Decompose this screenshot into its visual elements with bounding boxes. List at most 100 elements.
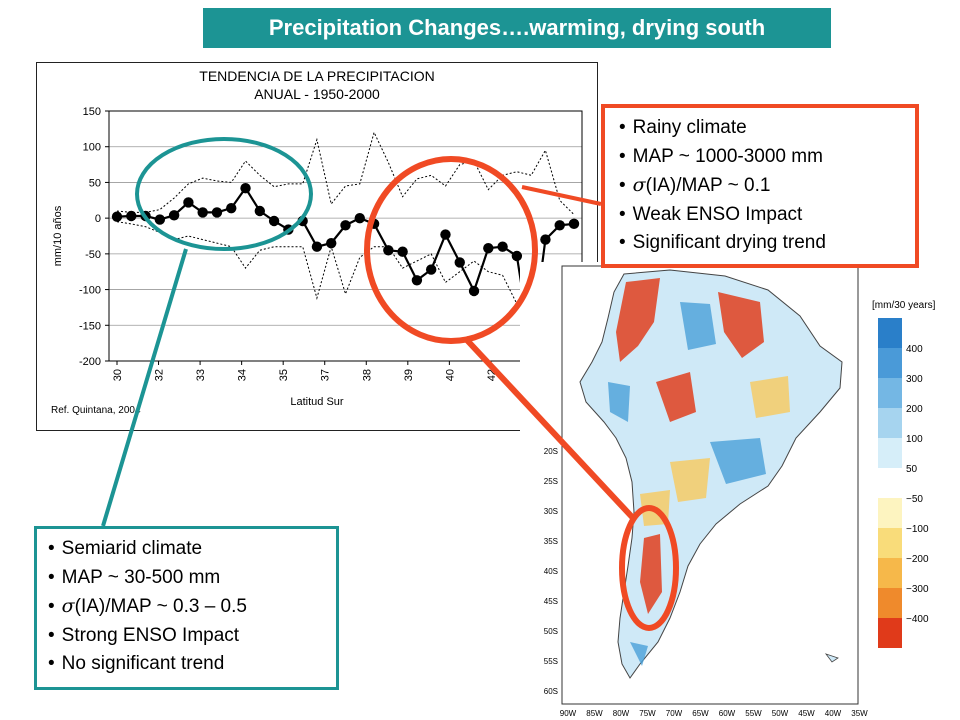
- plot-area-border: [108, 110, 583, 362]
- x-tick-label: 40: [444, 369, 456, 381]
- y-tick-label: 50: [89, 177, 101, 189]
- map-lat-label: 55S: [544, 657, 558, 666]
- map-lat-label: 30S: [544, 507, 558, 516]
- legend-positive-swatch: [878, 318, 902, 348]
- trend-data-point: [254, 205, 266, 217]
- semiarid-item: MAP ~ 30-500 mm: [48, 564, 336, 593]
- map-drying-patches: [616, 278, 764, 614]
- y-tick-label: 0: [95, 213, 101, 225]
- map-lat-label: 35S: [544, 537, 558, 546]
- trend-series-line: [116, 186, 575, 349]
- trend-data-point: [183, 197, 194, 208]
- map-unit-label: [mm/30 years]: [872, 300, 936, 311]
- map-lon-label: 45W: [798, 709, 815, 718]
- y-tick-label: 150: [83, 106, 101, 118]
- x-tick-label: 38: [361, 369, 373, 381]
- trend-data-point: [483, 242, 494, 254]
- legend-negative-tick: −100: [906, 524, 929, 535]
- sigma-symbol: σ: [632, 174, 646, 196]
- y-tick-label: -100: [79, 285, 101, 297]
- legend-negative-tick: −200: [906, 554, 929, 565]
- y-tick-label: 100: [83, 142, 101, 154]
- island-shape: [824, 653, 839, 663]
- rainy-item: Rainy climate: [619, 114, 915, 143]
- map-lon-label: 60W: [719, 709, 736, 718]
- trend-data-point: [411, 275, 423, 286]
- trend-data-point: [240, 182, 251, 194]
- trend-data-point: [468, 285, 480, 297]
- chart-title: TENDENCIA DE LA PRECIPITACION: [199, 68, 434, 84]
- x-tick-label: 30: [112, 369, 124, 381]
- map-lon-label: 75W: [639, 709, 656, 718]
- rainy-item: Weak ENSO Impact: [619, 201, 915, 230]
- x-tick-label: 32: [154, 369, 166, 381]
- trend-data-point: [554, 220, 565, 231]
- legend-positive-swatch: [878, 408, 902, 438]
- chart-subtitle: ANUAL - 1950-2000: [254, 86, 380, 102]
- x-tick-label: 37: [320, 369, 332, 381]
- map-mild-dry-patches: [640, 376, 790, 526]
- y-axis-label: mm/10 años: [52, 205, 64, 266]
- x-tick-label: 33: [195, 369, 207, 381]
- map-lon-label: 85W: [586, 709, 603, 718]
- legend-positive-tick: 400: [906, 344, 923, 355]
- trend-data-point: [168, 210, 180, 221]
- trend-data-point: [568, 218, 580, 230]
- legend-negative-swatch: [878, 618, 902, 648]
- legend-positive-swatch: [878, 348, 902, 378]
- trend-data-point: [425, 264, 437, 275]
- trend-data-point: [311, 241, 323, 252]
- map-lat-label: 25S: [544, 477, 558, 486]
- map-lon-label: 90W: [560, 709, 577, 718]
- map-lat-label: 50S: [544, 627, 558, 636]
- y-tick-label: -200: [79, 356, 101, 368]
- trend-data-point: [226, 202, 237, 214]
- legend-negative-tick: −400: [906, 614, 929, 625]
- map-lat-label: 60S: [544, 687, 558, 696]
- trend-data-point: [368, 218, 380, 230]
- semiarid-item: No significant trend: [48, 650, 336, 679]
- trend-data-point: [497, 241, 508, 252]
- trend-data-point: [383, 245, 394, 256]
- legend-positive-swatch: [878, 438, 902, 468]
- map-lon-label: 40W: [825, 709, 842, 718]
- map-lat-label: 20S: [544, 447, 558, 456]
- map-lat-label: 45S: [544, 597, 558, 606]
- legend-negative-swatch: [878, 588, 902, 618]
- rainy-climate-callout: Rainy climate MAP ~ 1000-3000 mm σ(IA)/M…: [601, 104, 919, 268]
- trend-data-point: [440, 229, 451, 240]
- reference-note: Ref. Quintana, 2004: [51, 405, 141, 416]
- map-lon-label: 35W: [851, 709, 868, 718]
- trend-data-point: [154, 214, 166, 225]
- semiarid-item: Semiarid climate: [48, 535, 336, 564]
- map-lon-label: 70W: [666, 709, 683, 718]
- trend-data-point: [340, 220, 351, 231]
- trend-data-point: [540, 234, 551, 245]
- trend-data-point: [397, 246, 408, 257]
- semiarid-item: σ(IA)/MAP ~ 0.3 – 0.5: [48, 592, 336, 622]
- trend-data-point: [111, 211, 123, 222]
- legend-positive-swatch: [878, 378, 902, 408]
- trend-data-point: [126, 210, 137, 222]
- trend-data-point: [454, 257, 465, 268]
- legend-negative-swatch: [878, 498, 902, 528]
- lower-bound-line: [116, 221, 575, 312]
- semiarid-item: Strong ENSO Impact: [48, 622, 336, 651]
- legend-negative-tick: −50: [906, 494, 923, 505]
- x-tick-label: 34: [237, 369, 249, 381]
- map-lon-label: 50W: [772, 709, 789, 718]
- slide-title: Precipitation Changes….warming, drying s…: [203, 8, 831, 48]
- map-lon-label: 80W: [613, 709, 630, 718]
- y-tick-label: -50: [85, 249, 101, 261]
- legend-negative-swatch: [878, 558, 902, 588]
- x-tick-label: 39: [403, 369, 415, 381]
- map-lon-label: 65W: [692, 709, 709, 718]
- x-tick-label: 35: [278, 369, 290, 381]
- trend-data-point: [297, 215, 308, 227]
- trend-data-point: [283, 224, 294, 235]
- y-tick-label: -150: [79, 320, 101, 332]
- precipitation-trend-chart: TENDENCIA DE LA PRECIPITACION ANUAL - 19…: [36, 62, 598, 431]
- rainy-item: Significant drying trend: [619, 229, 915, 258]
- trend-data-point: [511, 250, 523, 262]
- sigma-symbol: σ: [61, 595, 75, 617]
